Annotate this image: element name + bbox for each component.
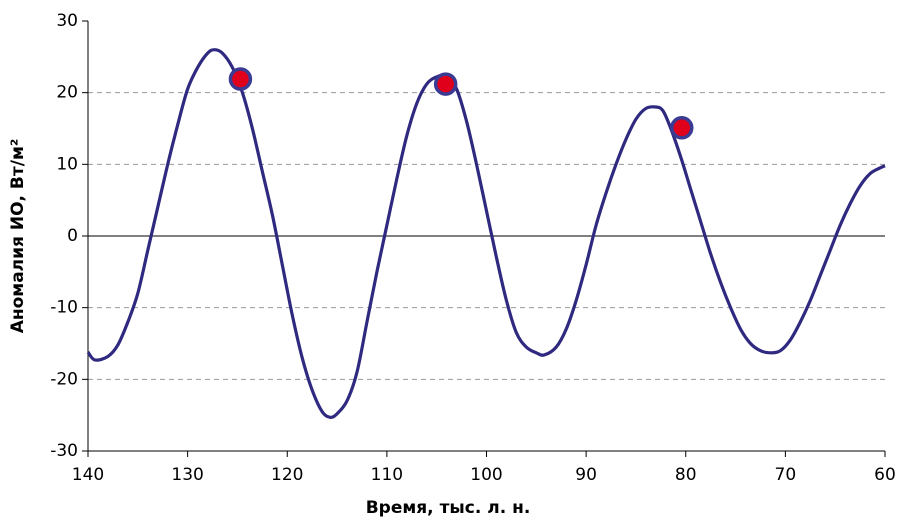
x-tick-label: 60	[874, 465, 896, 485]
marker	[670, 116, 694, 140]
y-tick-label: 20	[56, 83, 78, 103]
y-tick-label: -10	[50, 298, 78, 318]
x-tick-label: 100	[470, 465, 502, 485]
marker	[228, 67, 253, 91]
y-tick-label: 30	[56, 11, 78, 31]
y-tick-label: -30	[50, 441, 78, 461]
x-tick-label: 90	[575, 465, 597, 485]
x-tick-label: 110	[371, 465, 403, 485]
y-tick-label: 10	[56, 154, 78, 174]
x-tick-label: 70	[775, 465, 797, 485]
x-tick-label: 140	[72, 465, 104, 485]
marker	[433, 72, 458, 96]
x-tick-label: 130	[171, 465, 203, 485]
x-tick-label: 80	[675, 465, 697, 485]
x-axis-label: Время, тыс. л. н.	[366, 498, 531, 518]
y-tick-label: 0	[67, 226, 78, 246]
y-tick-label: -20	[50, 369, 78, 389]
y-axis-label: Аномалия ИО, Вт/м²	[8, 139, 28, 334]
x-tick-label: 120	[271, 465, 303, 485]
line	[86, 48, 886, 419]
